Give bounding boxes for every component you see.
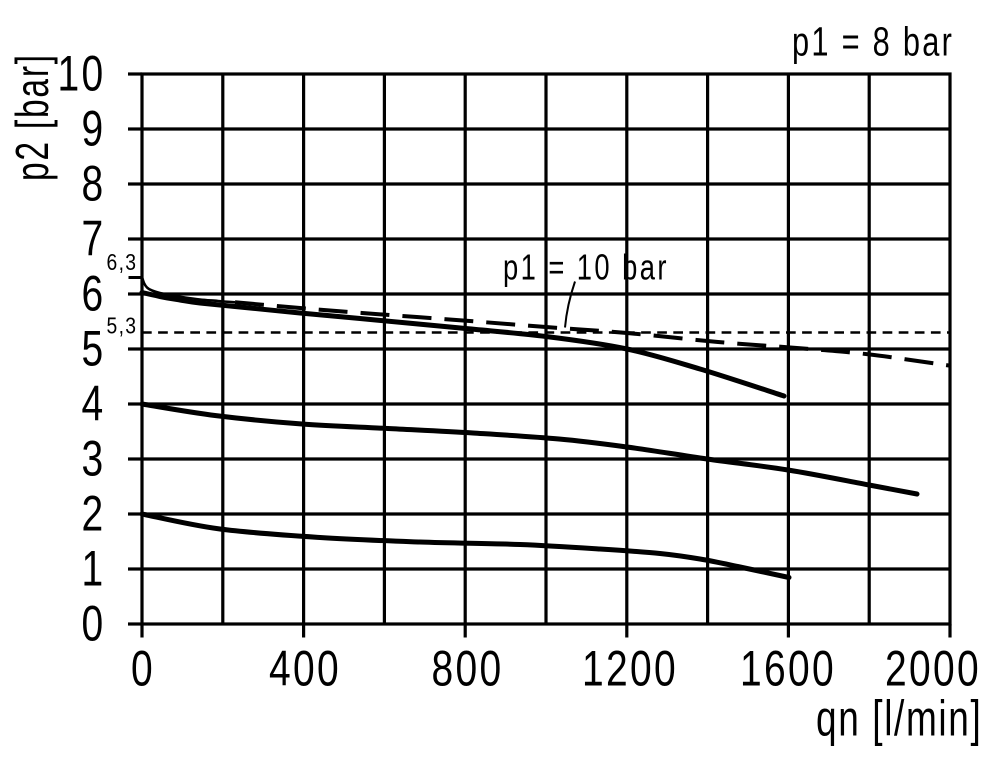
- svg-text:1: 1: [81, 540, 105, 597]
- svg-text:4: 4: [81, 375, 105, 432]
- svg-text:2: 2: [81, 485, 105, 542]
- svg-text:2000: 2000: [885, 640, 981, 697]
- svg-text:5,3: 5,3: [107, 314, 138, 339]
- svg-text:8: 8: [81, 155, 105, 212]
- svg-text:6,3: 6,3: [107, 251, 138, 276]
- svg-text:800: 800: [431, 640, 503, 697]
- svg-text:0: 0: [131, 640, 155, 697]
- svg-text:9: 9: [81, 100, 105, 157]
- svg-text:0: 0: [81, 595, 105, 652]
- svg-text:400: 400: [269, 640, 341, 697]
- svg-text:qn [l/min]: qn [l/min]: [816, 691, 982, 747]
- svg-text:1200: 1200: [582, 640, 678, 697]
- svg-text:3: 3: [81, 430, 105, 487]
- svg-text:7: 7: [81, 210, 105, 267]
- svg-text:p1 = 8 bar: p1 = 8 bar: [792, 18, 954, 64]
- svg-text:p2 [bar]: p2 [bar]: [7, 53, 58, 181]
- svg-text:1600: 1600: [740, 640, 836, 697]
- svg-text:5: 5: [81, 320, 105, 377]
- svg-text:10: 10: [57, 45, 105, 102]
- svg-text:p1 = 10 bar: p1 = 10 bar: [503, 247, 669, 288]
- svg-text:6: 6: [81, 265, 105, 322]
